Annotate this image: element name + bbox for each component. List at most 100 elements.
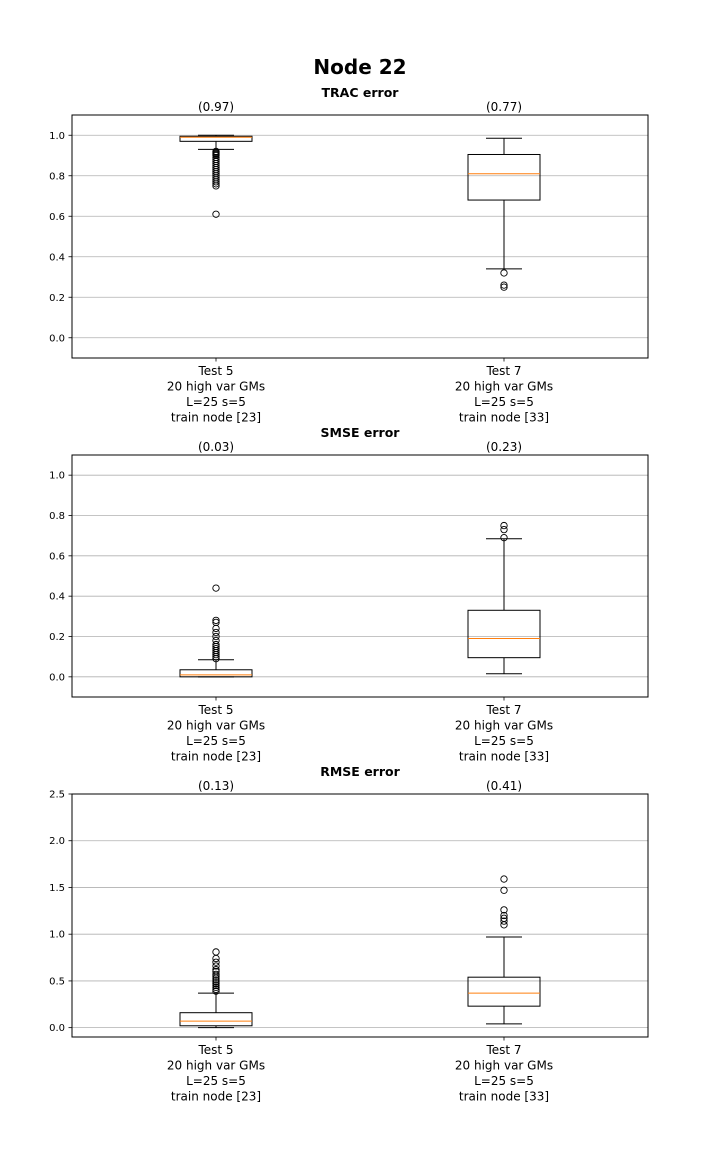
axes-frame (71, 114, 649, 359)
outlier-point (212, 632, 220, 641)
outlier-point (500, 921, 508, 929)
outlier-point (212, 985, 220, 993)
x-tick-label: train node [33] (459, 750, 549, 764)
outlier-point (500, 914, 508, 922)
box-annotation: (0.03) (198, 440, 234, 454)
x-tick-label: Test 5 (197, 364, 233, 378)
y-tick-label: 0.0 (49, 672, 65, 683)
x-tick-label: L=25 s=5 (474, 1074, 534, 1088)
outlier-point (500, 911, 508, 920)
x-tick-label: Test 5 (197, 1043, 233, 1057)
outlier-point (500, 906, 508, 914)
y-tick-label: 0.4 (49, 592, 65, 603)
box (467, 976, 541, 1007)
x-tick-label: 20 high var GMs (167, 1059, 265, 1073)
subplot: 0.0 0.5 1.0 1.5 2.0 2.5 RMSE error (0.13) Test 5… (49, 764, 649, 1104)
outlier-point (212, 584, 220, 592)
x-tick-label: 20 high var GMs (167, 719, 265, 733)
y-tick-label: 0.6 (49, 212, 65, 223)
outlier-point (212, 978, 220, 986)
x-tick-label: 20 high var GMs (167, 380, 265, 394)
outlier-point (500, 269, 508, 277)
x-tick-label: Test 5 (197, 703, 233, 717)
x-tick-label: L=25 s=5 (186, 1074, 246, 1088)
subplot-title: TRAC error (322, 85, 400, 100)
outlier-point (500, 886, 508, 894)
outlier-point (500, 525, 508, 534)
outlier-point (212, 983, 220, 992)
x-tick-label: train node [33] (459, 411, 549, 425)
outlier-point (212, 644, 220, 653)
y-tick-label: 0.8 (49, 511, 65, 522)
y-tick-label: 0.0 (49, 333, 65, 344)
subplots: 0.0 0.2 0.4 0.6 0.8 1.0 TRAC error (0.97) Test 5… (49, 85, 649, 1104)
outlier-point (212, 958, 220, 966)
y-tick-label: 2.5 (49, 790, 65, 801)
y-tick-label: 0.6 (49, 551, 65, 562)
x-tick-label: L=25 s=5 (186, 395, 246, 409)
x-tick-label: Test 7 (485, 1043, 521, 1057)
x-tick-label: Test 7 (485, 703, 521, 717)
box (467, 609, 541, 659)
outlier-point (212, 147, 220, 156)
outlier-point (500, 534, 508, 542)
outlier-point (500, 281, 508, 289)
box (467, 153, 541, 201)
box-annotation: (0.97) (198, 100, 234, 114)
axes-frame (71, 454, 649, 698)
outlier-point (212, 966, 220, 974)
y-tick-label: 1.0 (49, 471, 65, 482)
outlier-point (500, 917, 508, 925)
box-annotation: (0.77) (486, 100, 522, 114)
subplot-title: RMSE error (320, 764, 400, 779)
x-tick-label: L=25 s=5 (186, 734, 246, 748)
outlier-point (212, 948, 220, 956)
x-tick-label: 20 high var GMs (455, 1059, 553, 1073)
axes-frame (71, 793, 649, 1038)
outlier-point (212, 636, 220, 645)
box (179, 1012, 253, 1027)
x-tick-label: train node [23] (171, 750, 261, 764)
y-tick-label: 1.0 (49, 930, 65, 941)
outlier-point (212, 616, 220, 625)
subplot-title: SMSE error (321, 425, 401, 440)
outlier-point (212, 967, 220, 976)
outlier-point (500, 521, 508, 530)
outlier-point (212, 970, 220, 979)
y-tick-label: 0.5 (49, 976, 65, 987)
y-tick-label: 1.5 (49, 883, 65, 894)
outlier-point (212, 624, 220, 633)
outlier-point (212, 987, 220, 995)
x-tick-label: L=25 s=5 (474, 395, 534, 409)
figure-title: Node 22 (313, 55, 406, 79)
outlier-point (212, 954, 220, 963)
y-tick-label: 0.4 (49, 252, 65, 263)
y-tick-label: 0.0 (49, 1023, 65, 1034)
box-annotation: (0.23) (486, 440, 522, 454)
box (179, 135, 253, 142)
y-tick-label: 1.0 (49, 131, 65, 142)
y-tick-label: 0.8 (49, 171, 65, 182)
outlier-point (212, 628, 220, 637)
y-tick-label: 0.2 (49, 632, 65, 643)
outlier-point (212, 210, 220, 218)
outlier-point (500, 875, 508, 883)
x-tick-label: train node [23] (171, 1090, 261, 1104)
x-tick-label: train node [23] (171, 411, 261, 425)
outlier-point (212, 976, 220, 984)
box (179, 669, 253, 678)
outlier-point (500, 283, 508, 291)
outlier-point (212, 640, 220, 649)
outlier-point (212, 981, 220, 990)
x-tick-label: train node [33] (459, 1090, 549, 1104)
y-tick-label: 2.0 (49, 836, 65, 847)
subplot: 0.0 0.2 0.4 0.6 0.8 1.0 TRAC error (0.97) Test 5… (49, 85, 649, 425)
outlier-point (212, 962, 220, 970)
